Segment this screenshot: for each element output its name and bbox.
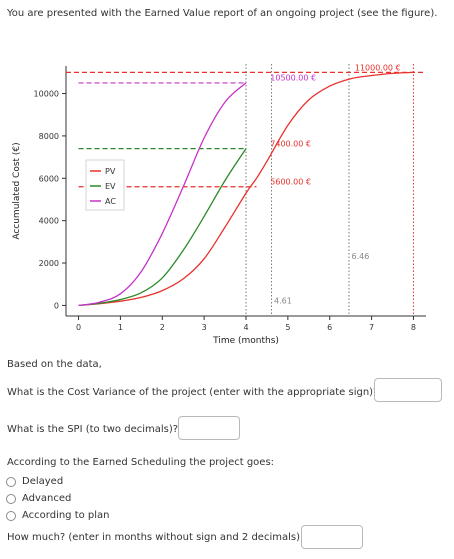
y-tick-label: 10000 — [34, 90, 59, 99]
cv-answer-input[interactable] — [374, 378, 442, 402]
spi-answer-input[interactable] — [178, 416, 240, 440]
chart-svg: 0 1 2 3 4 5 6 7 8 0 2000 4000 6000 8000 10000 Time (mon… — [12, 64, 426, 346]
series-line-pv — [78, 71, 414, 307]
how-much-question: How much? (enter in months without sign … — [7, 532, 300, 543]
annotation-label: 4.61 — [274, 297, 292, 306]
legend-label: PV — [105, 167, 116, 176]
x-tick-label: 5 — [285, 323, 290, 332]
cv-question: What is the Cost Variance of the project… — [7, 387, 379, 398]
earned-value-chart: 0 1 2 3 4 5 6 7 8 0 2000 4000 6000 8000 10000 Time (mon… — [6, 24, 441, 347]
annotation-label: 11000.00 € — [355, 64, 401, 73]
option-delayed[interactable]: Delayed — [6, 476, 63, 487]
y-axis-title: Accumulated Cost (€) — [12, 142, 22, 239]
legend-label: EV — [105, 182, 116, 191]
series-line-ev — [78, 148, 247, 307]
radio-button[interactable] — [6, 476, 16, 487]
how-much-answer-input[interactable] — [301, 525, 363, 549]
x-tick-label: 8 — [411, 323, 416, 332]
x-tick-label: 7 — [369, 323, 374, 332]
y-tick-label: 4000 — [39, 217, 59, 226]
option-advanced[interactable]: Advanced — [6, 493, 71, 504]
x-tick-label: 3 — [202, 323, 207, 332]
y-tick-label: 8000 — [39, 132, 59, 141]
es-question: According to the Earned Scheduling the p… — [7, 457, 275, 468]
radio-button[interactable] — [6, 493, 16, 504]
x-tick-label: 6 — [327, 323, 332, 332]
x-tick-label: 0 — [76, 323, 81, 332]
y-tick-label: 0 — [54, 301, 59, 310]
x-tick-label: 2 — [160, 323, 165, 332]
legend-label: AC — [105, 197, 116, 206]
y-tick-label: 6000 — [39, 174, 59, 183]
x-tick-label: 4 — [243, 323, 248, 332]
option-label: Delayed — [22, 476, 64, 487]
option-according-to-plan[interactable]: According to plan — [6, 510, 110, 521]
annotation-label: 10500.00 € — [270, 73, 316, 82]
based-on-text: Based on the data, — [7, 359, 102, 370]
intro-text: You are presented with the Earned Value … — [7, 8, 438, 19]
x-axis-title: Time (months) — [212, 336, 279, 346]
option-label: Advanced — [22, 493, 72, 504]
x-tick-label: 1 — [118, 323, 123, 332]
annotation-label: 7400.00 € — [270, 140, 311, 149]
y-tick-label: 2000 — [39, 259, 59, 268]
radio-button[interactable] — [6, 510, 16, 521]
annotation-label: 5600.00 € — [270, 178, 311, 187]
annotation-label: 6.46 — [351, 252, 369, 261]
option-label: According to plan — [22, 510, 110, 521]
spi-question: What is the SPI (to two decimals)? — [7, 424, 179, 435]
series-line-ac — [78, 82, 247, 307]
